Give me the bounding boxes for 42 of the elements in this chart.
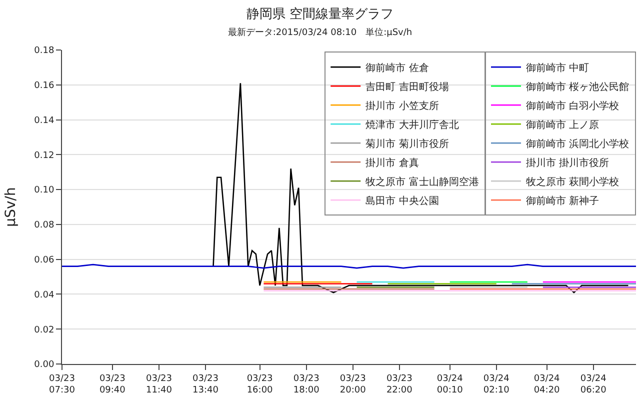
legend-label: 菊川市 菊川市役所 (366, 138, 449, 150)
legend-label: 掛川市 倉真 (366, 156, 419, 169)
x-tick-label: 03/24 00:10 (436, 374, 464, 396)
y-tick-label: 0.16 (34, 81, 54, 92)
x-tick-label: 03/24 02:10 (483, 374, 510, 396)
legend-label: 御前崎市 上ノ原 (526, 118, 600, 131)
legend-label: 吉田町 吉田町役場 (366, 80, 449, 93)
x-tick-label: 03/23 16:00 (246, 374, 274, 396)
x-tick-label: 03/23 13:40 (192, 374, 219, 396)
legend-label: 焼津市 大井川庁舎北 (366, 118, 459, 131)
x-tick-label: 03/24 06:20 (580, 374, 607, 396)
y-tick-label: 0.08 (34, 220, 54, 231)
y-tick-label: 0.14 (34, 116, 54, 126)
x-tick-label: 03/24 04:20 (534, 374, 560, 396)
legend-label: 御前崎市 浜岡北小学校 (526, 138, 630, 150)
y-tick-label: 0.06 (34, 255, 54, 266)
line-series (212, 82, 629, 294)
x-tick-label: 03/23 11:40 (146, 374, 172, 396)
x-tick-label: 03/23 18:00 (293, 374, 320, 396)
y-tick-label: 0.12 (34, 150, 54, 161)
y-tick-label: 0.02 (34, 325, 54, 336)
y-tick-label: 0.10 (34, 186, 54, 196)
legend-label: 掛川市 掛川市役所 (526, 156, 610, 169)
x-tick-label: 03/23 07:30 (49, 374, 76, 396)
legend-label: 御前崎市 中町 (526, 62, 590, 74)
legend-label: 掛川市 小笠支所 (366, 100, 439, 112)
legend-label: 御前崎市 佐倉 (366, 62, 429, 74)
x-tick-label: 03/23 20:00 (340, 374, 366, 396)
legend-label: 牧之原市 萩間小学校 (526, 176, 620, 188)
legend-label: 御前崎市 白羽小学校 (526, 100, 620, 112)
legend-label: 御前崎市 桜ヶ池公民館 (526, 80, 630, 93)
x-tick-label: 03/23 22:00 (386, 374, 413, 396)
x-tick-label: 03/23 09:40 (99, 374, 126, 396)
legend-label: 御前崎市 新神子 (526, 194, 600, 207)
y-tick-label: 0.04 (34, 290, 54, 300)
y-tick-label: 0.00 (34, 360, 54, 370)
chart-subtitle: 最新データ:2015/03/24 08:10 単位:μSv/h (228, 26, 412, 38)
y-tick-label: 0.18 (34, 46, 54, 56)
legend-label: 島田市 中央公園 (366, 194, 439, 207)
y-axis-title: μSv/h (2, 187, 19, 227)
legend-label: 牧之原市 富士山静岡空港 (366, 176, 479, 188)
chart-title: 静岡県 空間線量率グラフ (246, 6, 394, 22)
